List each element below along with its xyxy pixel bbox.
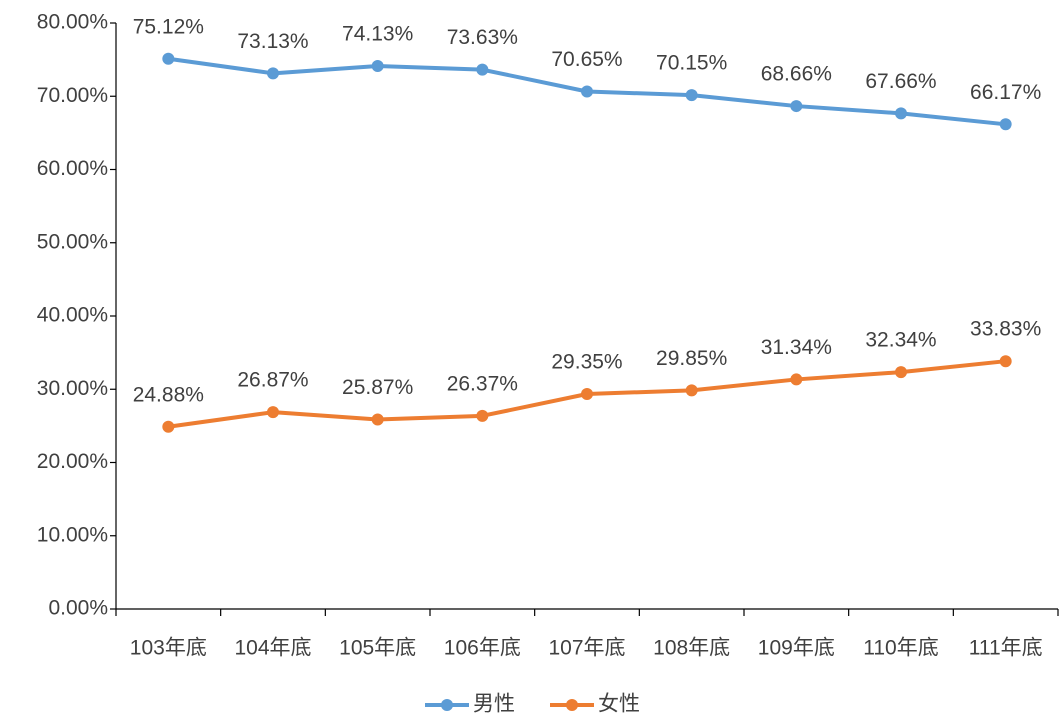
x-tick-label: 104年底 — [234, 637, 311, 660]
data-point — [476, 409, 489, 422]
y-tick-label: 70.00% — [37, 84, 108, 107]
y-tick-label: 60.00% — [37, 157, 108, 180]
data-label: 66.17% — [970, 81, 1041, 104]
data-label: 70.65% — [551, 48, 622, 71]
data-label: 29.35% — [551, 351, 622, 374]
data-point — [999, 118, 1012, 131]
data-label: 74.13% — [342, 23, 413, 46]
y-tick-label: 80.00% — [37, 11, 108, 34]
data-point — [162, 52, 175, 65]
data-point — [790, 373, 803, 386]
legend-label: 女性 — [598, 693, 640, 716]
data-point — [895, 107, 907, 120]
y-tick-label: 20.00% — [37, 450, 108, 473]
data-label: 26.87% — [237, 369, 308, 392]
data-point — [267, 406, 279, 419]
data-point — [581, 85, 593, 98]
legend-label: 男性 — [473, 693, 515, 716]
data-point — [581, 388, 593, 401]
legend-marker — [566, 699, 578, 711]
data-label: 73.63% — [447, 26, 518, 49]
data-point — [895, 366, 907, 379]
y-tick-label: 0.00% — [48, 597, 108, 620]
data-point — [999, 355, 1012, 368]
x-tick-label: 105年底 — [339, 637, 416, 660]
data-label: 67.66% — [865, 70, 936, 93]
x-tick-label: 107年底 — [548, 637, 625, 660]
data-label: 29.85% — [656, 347, 727, 370]
data-point — [267, 67, 279, 80]
data-label: 31.34% — [761, 336, 832, 359]
data-label: 75.12% — [133, 15, 204, 38]
data-label: 25.87% — [342, 376, 413, 399]
x-tick-label: 111年底 — [969, 637, 1043, 660]
data-point — [685, 89, 698, 102]
data-label: 70.15% — [656, 52, 727, 75]
y-tick-label: 30.00% — [37, 377, 108, 400]
data-label: 68.66% — [761, 63, 832, 86]
x-tick-label: 108年底 — [653, 637, 730, 660]
data-label: 24.88% — [133, 383, 204, 406]
data-point — [790, 100, 803, 113]
legend-marker — [441, 699, 453, 711]
data-label: 73.13% — [237, 30, 308, 53]
x-tick-label: 106年底 — [444, 637, 521, 660]
data-label: 26.37% — [447, 372, 518, 395]
data-point — [685, 384, 698, 397]
y-tick-label: 10.00% — [37, 523, 108, 546]
data-point — [371, 59, 384, 72]
data-point — [476, 63, 489, 76]
y-tick-label: 50.00% — [37, 230, 108, 253]
x-tick-label: 110年底 — [863, 637, 938, 660]
x-tick-label: 109年底 — [758, 637, 835, 660]
data-point — [371, 413, 384, 426]
x-tick-label: 103年底 — [130, 637, 207, 660]
data-point — [162, 420, 175, 433]
data-label: 32.34% — [865, 329, 936, 352]
y-tick-label: 40.00% — [37, 304, 108, 327]
data-label: 33.83% — [970, 318, 1041, 341]
